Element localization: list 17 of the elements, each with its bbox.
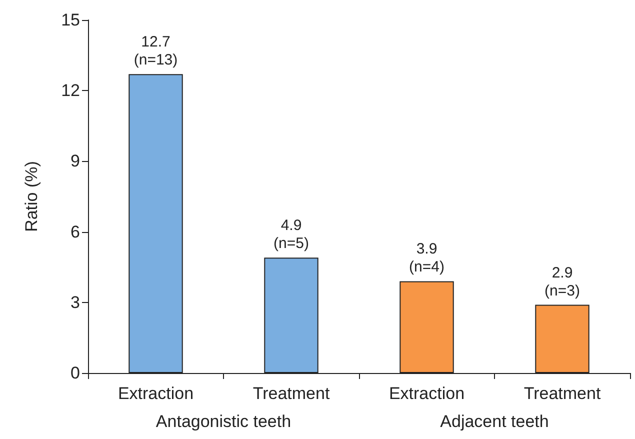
y-tick-label: 15 bbox=[61, 10, 80, 30]
text: Antagonistic teeth bbox=[156, 412, 292, 431]
y-tick-label: 9 bbox=[70, 152, 80, 171]
x-tick-label: Treatment bbox=[524, 384, 601, 403]
x-tick-label: Extraction bbox=[388, 384, 465, 403]
data-label: 3.9 (n=4) bbox=[409, 240, 444, 276]
x-tick-label: Treatment bbox=[252, 384, 330, 403]
y-axis-title: Ratio (%) bbox=[22, 161, 41, 232]
data-label: 12.7 (n=13) bbox=[134, 34, 178, 69]
data-label: 4.9 (n=5) bbox=[274, 217, 309, 252]
data-label: 2.9 (n=3) bbox=[544, 264, 580, 300]
text: Adjacent teeth bbox=[440, 412, 549, 431]
y-tick-label: 0 bbox=[70, 364, 80, 382]
y-tick-label: 6 bbox=[70, 222, 80, 242]
x-tick-label: Extraction bbox=[118, 384, 194, 403]
y-tick-label: 3 bbox=[70, 292, 80, 312]
y-tick-label: 12 bbox=[61, 81, 80, 100]
